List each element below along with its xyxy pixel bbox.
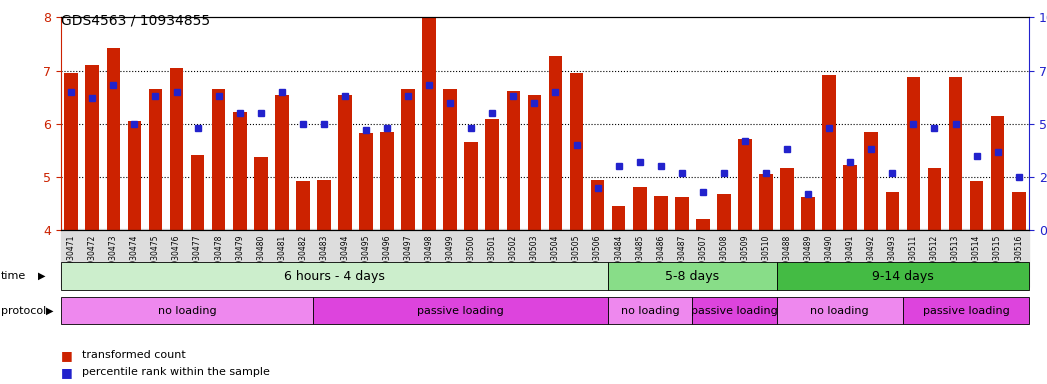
Text: ■: ■	[61, 349, 72, 362]
Bar	[422, 18, 436, 230]
Text: 9-14 days: 9-14 days	[872, 270, 934, 283]
Text: ▶: ▶	[38, 271, 45, 281]
Bar	[654, 196, 668, 230]
Text: no loading: no loading	[621, 306, 680, 316]
Bar	[253, 157, 268, 230]
Bar	[632, 187, 647, 230]
Bar	[907, 77, 920, 230]
Bar	[1011, 192, 1025, 230]
Bar	[401, 89, 415, 230]
Bar	[128, 121, 141, 230]
Bar	[149, 89, 162, 230]
Text: protocol: protocol	[1, 306, 46, 316]
Text: percentile rank within the sample: percentile rank within the sample	[82, 367, 269, 377]
Text: GDS4563 / 10934855: GDS4563 / 10934855	[61, 13, 209, 27]
Bar	[232, 112, 246, 230]
Bar	[591, 180, 604, 230]
Bar	[528, 94, 541, 230]
Text: ■: ■	[61, 366, 72, 379]
Bar	[465, 142, 478, 230]
Bar	[359, 133, 373, 230]
Bar	[86, 65, 99, 230]
Bar	[507, 91, 520, 230]
Bar	[949, 77, 962, 230]
Bar	[443, 89, 458, 230]
Bar	[738, 139, 752, 230]
Text: passive loading: passive loading	[418, 306, 504, 316]
Text: 5-8 days: 5-8 days	[665, 270, 719, 283]
Bar	[338, 94, 352, 230]
Text: ▶: ▶	[46, 306, 53, 316]
Bar	[928, 167, 941, 230]
Text: passive loading: passive loading	[922, 306, 1009, 316]
Bar	[822, 75, 837, 230]
Bar	[486, 119, 499, 230]
Bar	[380, 132, 394, 230]
Bar	[191, 155, 204, 230]
Bar	[759, 174, 773, 230]
Text: no loading: no loading	[810, 306, 869, 316]
Bar	[717, 194, 731, 230]
Bar	[170, 68, 183, 230]
Bar	[844, 166, 857, 230]
Bar	[990, 116, 1004, 230]
Bar	[611, 207, 625, 230]
Bar	[675, 197, 689, 230]
Bar	[317, 180, 331, 230]
Bar	[865, 132, 878, 230]
Bar	[549, 56, 562, 230]
Text: transformed count: transformed count	[82, 350, 185, 360]
Bar	[570, 73, 583, 230]
Bar	[275, 94, 289, 230]
Bar	[696, 218, 710, 230]
Text: time: time	[1, 271, 26, 281]
Bar	[886, 192, 899, 230]
Bar	[801, 197, 815, 230]
Bar	[296, 181, 310, 230]
Text: no loading: no loading	[158, 306, 217, 316]
Bar	[107, 48, 120, 230]
Bar	[211, 89, 225, 230]
Text: passive loading: passive loading	[691, 306, 778, 316]
Text: 6 hours - 4 days: 6 hours - 4 days	[284, 270, 385, 283]
Bar	[780, 167, 794, 230]
Bar	[65, 73, 79, 230]
Bar	[970, 181, 983, 230]
